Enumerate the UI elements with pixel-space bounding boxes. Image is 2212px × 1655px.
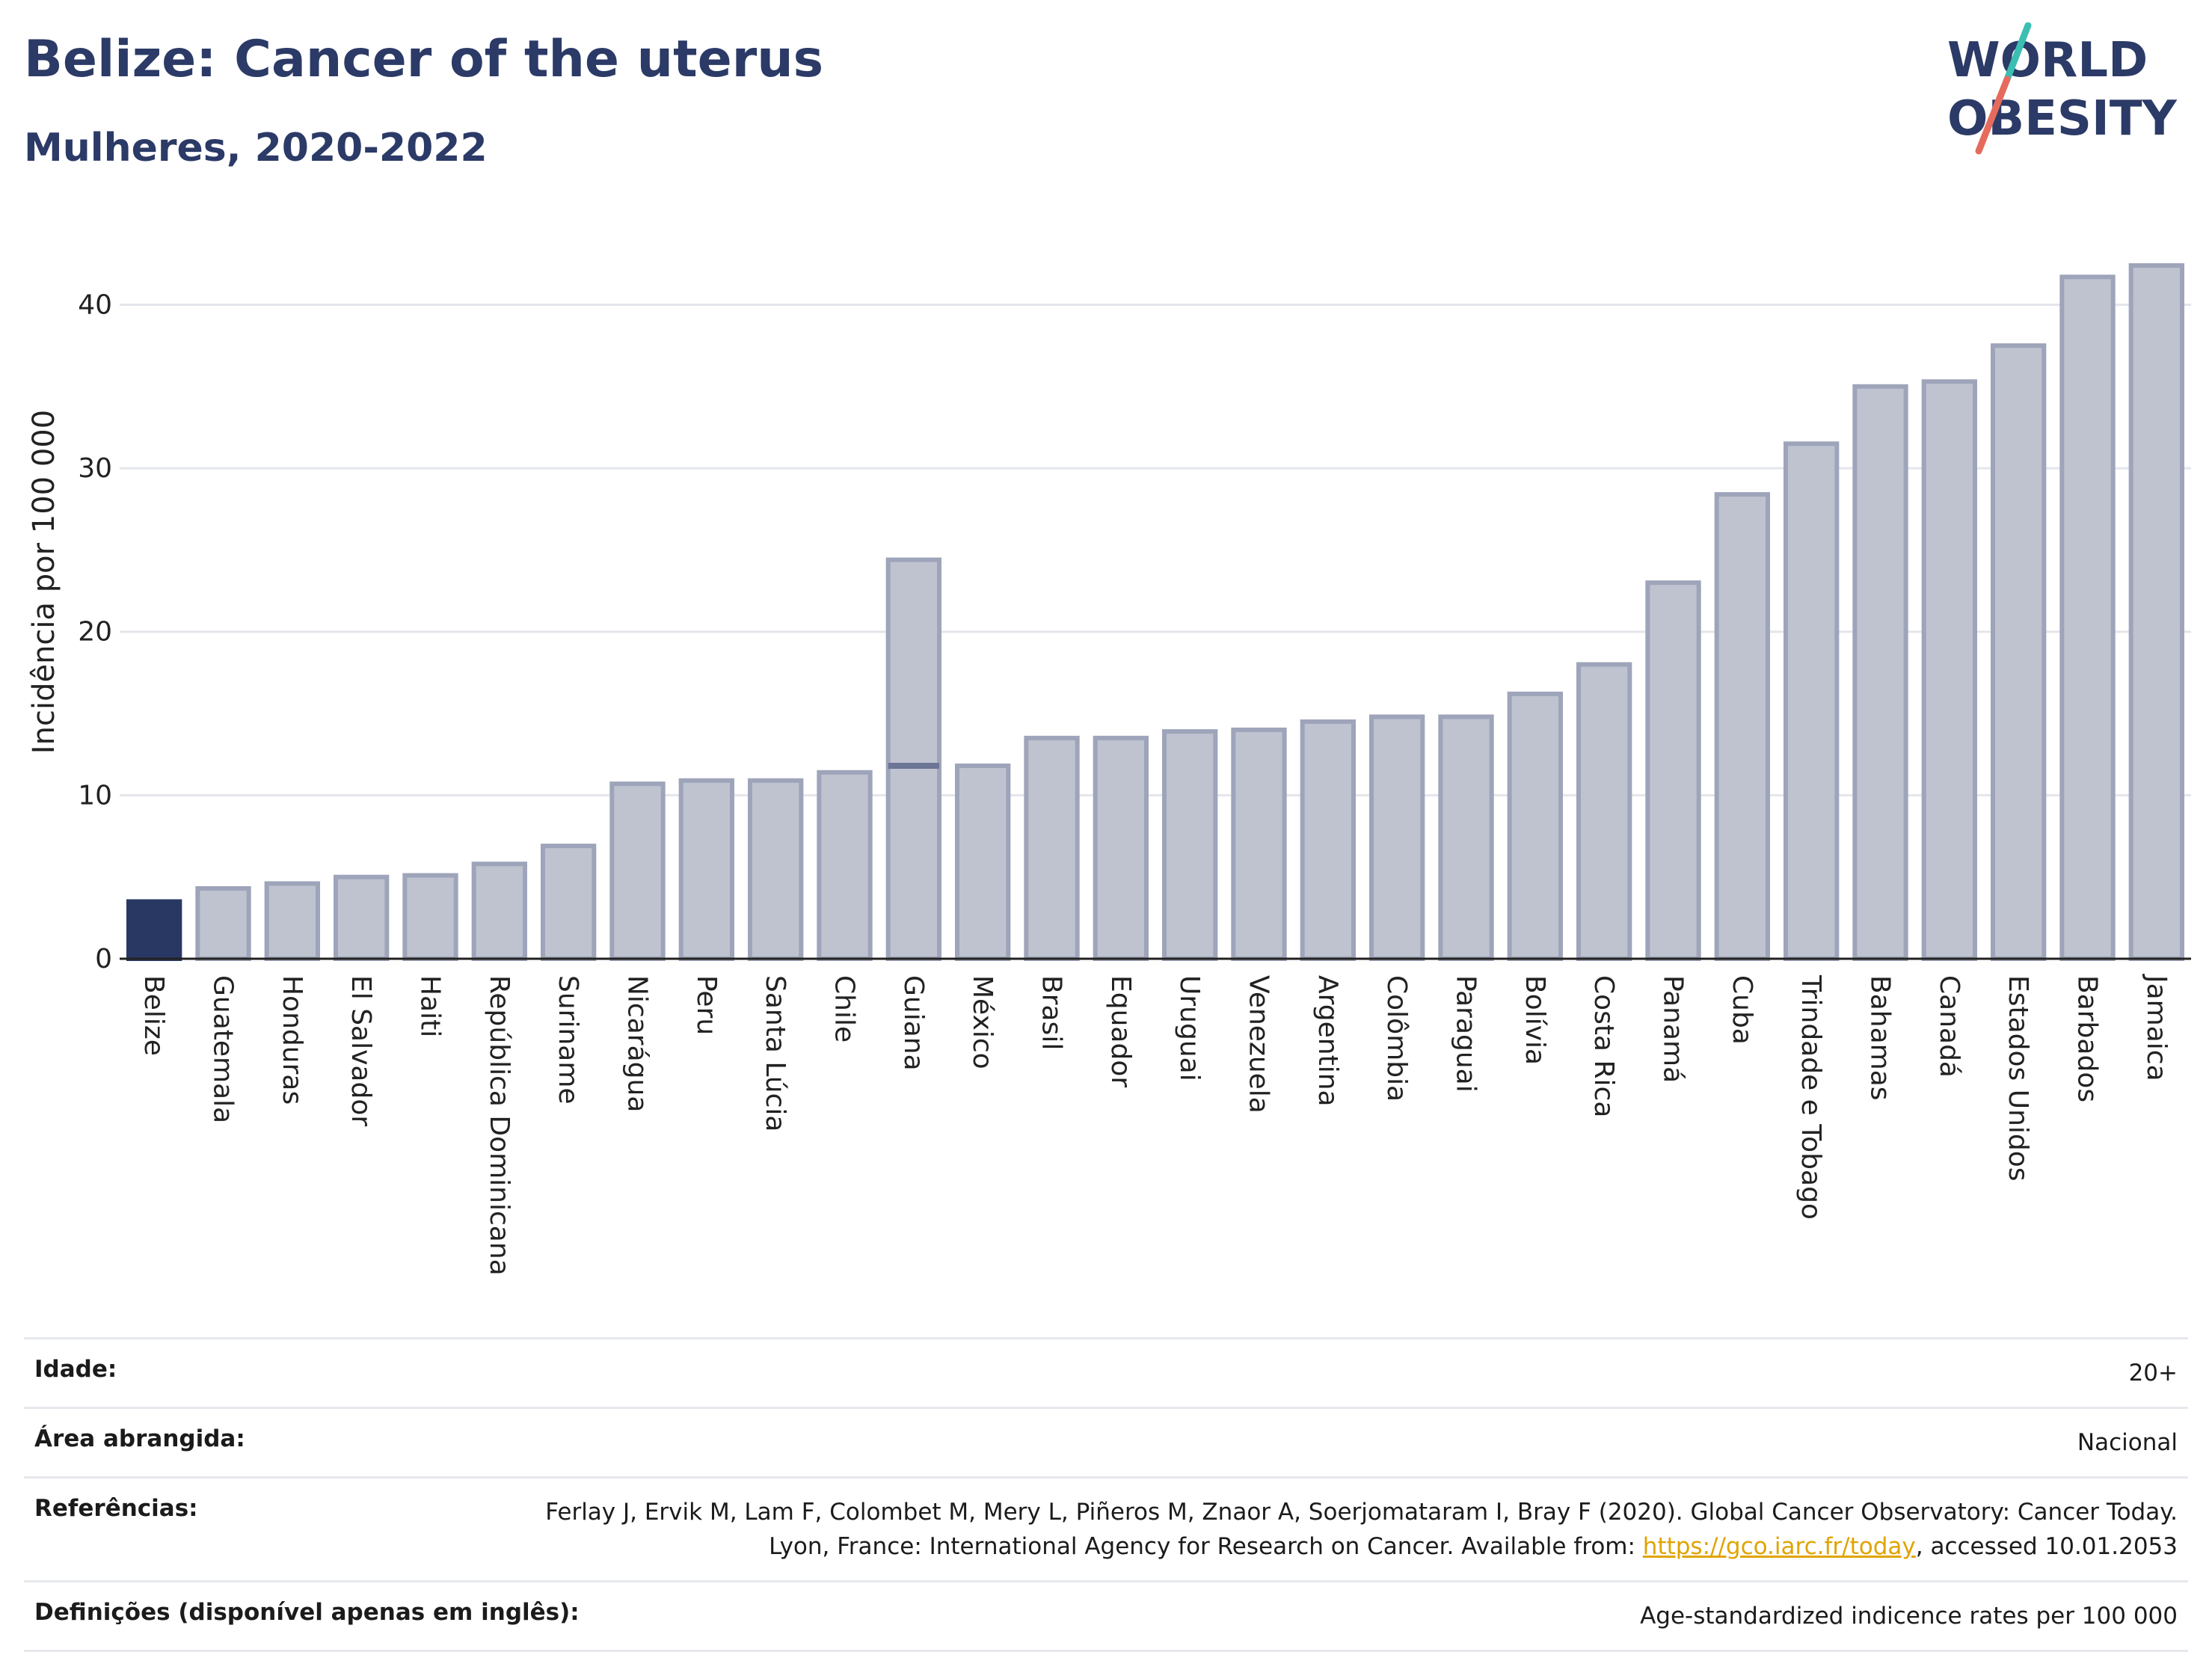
- bar: [1645, 580, 1701, 961]
- chart-subtitle: Mulheres, 2020-2022: [24, 126, 488, 171]
- meta-key: Referências:: [34, 1495, 198, 1522]
- bar: [1921, 379, 1977, 961]
- meta-row: Referências: Ferlay J, Ervik M, Lam F, Co…: [24, 1476, 2188, 1580]
- logo-line1: WORLD: [1947, 33, 2148, 88]
- x-tick-label: Costa Rica: [1588, 975, 1619, 1117]
- x-tick-label: Honduras: [277, 975, 307, 1105]
- meta-key: Definições (disponível apenas em inglês)…: [34, 1599, 580, 1626]
- bar: [1162, 729, 1218, 961]
- x-tick-label: Estados Unidos: [2003, 975, 2033, 1182]
- y-tick-label: 40: [78, 289, 112, 320]
- x-tick-label: Peru: [691, 975, 722, 1035]
- x-tick-label: Trindade e Tobago: [1795, 974, 1826, 1220]
- bar: [2059, 274, 2116, 961]
- reference-link[interactable]: https://gco.iarc.fr/today: [1642, 1533, 1916, 1560]
- bars: [126, 262, 2184, 962]
- y-tick-label: 0: [95, 944, 112, 974]
- x-tick-label: Argentina: [1312, 975, 1343, 1107]
- x-tick-label: Canadá: [1934, 975, 1964, 1078]
- bar: [1438, 714, 1494, 961]
- x-tick-label: Barbados: [2072, 975, 2103, 1102]
- bar: [1576, 662, 1632, 961]
- bar: [1300, 719, 1356, 962]
- meta-row: Área abrangida: Nacional: [24, 1407, 2188, 1476]
- x-tick-label: Colômbia: [1381, 975, 1412, 1102]
- y-tick-label: 30: [78, 453, 112, 484]
- meta-value: Nacional: [2077, 1429, 2178, 1456]
- bar: [402, 873, 458, 962]
- bar: [955, 764, 1011, 961]
- x-tick-label: El Salvador: [345, 975, 376, 1126]
- x-tick-label: Jamaica: [2141, 974, 2172, 1081]
- x-tick-label: Cuba: [1727, 975, 1757, 1045]
- x-tick-label: Belize: [138, 975, 169, 1056]
- bar: [1093, 735, 1149, 961]
- x-tick-label: Bahamas: [1865, 975, 1896, 1101]
- bar: [2128, 262, 2184, 962]
- x-tick-label: Haiti: [415, 975, 446, 1037]
- bar: [126, 899, 182, 962]
- y-tick-label: 20: [78, 617, 112, 648]
- bar: [1714, 492, 1770, 961]
- meta-value: Age-standardized indicence rates per 100…: [1640, 1603, 2178, 1630]
- x-tick-label: Bolívia: [1520, 975, 1550, 1065]
- y-tick-label: 10: [78, 780, 112, 811]
- bar: [264, 881, 320, 961]
- bar: [471, 862, 527, 962]
- y-axis-ticks: 0 10 20 30 40: [78, 289, 112, 974]
- x-tick-label: Equador: [1105, 975, 1136, 1087]
- bar: [195, 885, 251, 962]
- x-tick-label: Chile: [829, 975, 860, 1043]
- x-tick-label: Brasil: [1036, 975, 1067, 1050]
- bar: [1852, 384, 1908, 962]
- x-tick-label: Guatemala: [208, 975, 239, 1123]
- x-axis-labels: Belize Guatemala Honduras El Salvador Haiti R…: [138, 974, 2172, 1276]
- x-tick-label: Panamá: [1658, 975, 1689, 1083]
- meta-row: Definições (disponível apenas em inglês)…: [24, 1580, 2188, 1652]
- x-tick-label: Paraguai: [1451, 975, 1481, 1093]
- x-tick-label: Suriname: [553, 975, 583, 1105]
- x-tick-label: Uruguai: [1174, 975, 1205, 1081]
- meta-row: Idade: 20+: [24, 1337, 2188, 1407]
- meta-value: Ferlay J, Ervik M, Lam F, Colombet M, Me…: [545, 1499, 2178, 1560]
- bar: [1507, 691, 1563, 961]
- bar: [1784, 441, 1840, 961]
- world-obesity-logo: WORLD OBESITY: [1947, 22, 2177, 155]
- bar: [334, 874, 390, 962]
- x-tick-label: Guiana: [898, 975, 929, 1071]
- bar: [1369, 714, 1425, 961]
- bar-chart: 0 10 20 30 40 Incidência por 100 000 Belize G…: [27, 262, 2191, 1276]
- metadata-table: Idade: 20+ Área abrangida: Nacional Referênc…: [24, 1337, 2188, 1652]
- x-tick-label: República Dominicana: [484, 975, 514, 1276]
- y-axis-label: Incidência por 100 000: [27, 410, 61, 754]
- bar: [541, 844, 597, 962]
- bar: [1024, 735, 1080, 961]
- bar: [609, 782, 666, 961]
- bar: [1231, 727, 1287, 962]
- bar: [678, 778, 734, 961]
- x-tick-label: Venezuela: [1244, 975, 1274, 1114]
- meta-key: Idade:: [34, 1356, 117, 1383]
- chart-title: Belize: Cancer of the uterus: [24, 30, 824, 89]
- bar: [885, 557, 941, 961]
- x-tick-label: Nicarágua: [622, 975, 653, 1112]
- bar: [748, 778, 804, 961]
- meta-key: Área abrangida:: [34, 1425, 245, 1452]
- meta-value: 20+: [2128, 1360, 2178, 1387]
- bar: [817, 770, 873, 961]
- x-tick-label: Santa Lúcia: [760, 975, 790, 1132]
- x-tick-label: México: [967, 975, 998, 1069]
- bar: [1991, 343, 2047, 961]
